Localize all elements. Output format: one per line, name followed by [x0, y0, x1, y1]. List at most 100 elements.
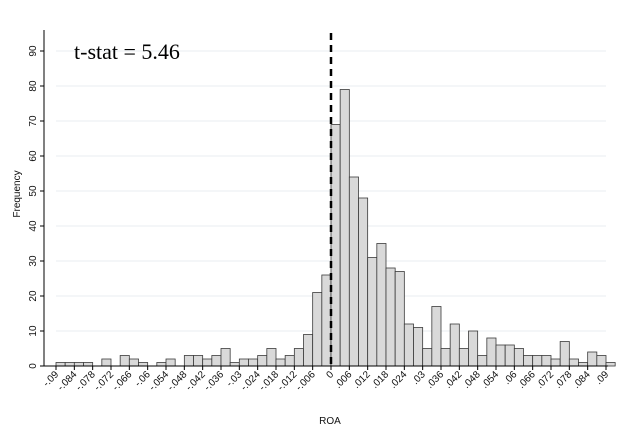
histogram-bar-39: [413, 327, 424, 367]
histogram-bar-57: [578, 362, 589, 367]
histogram-bar-21: [248, 358, 259, 367]
histogram-bar-36: [385, 267, 396, 367]
y-tick-label-8: 80: [28, 80, 39, 92]
x-tick-label-19: .024: [388, 369, 410, 391]
x-tick-label-2: -.078: [74, 369, 98, 393]
histogram-bar-7: [119, 355, 130, 367]
histogram-bars: [55, 89, 616, 367]
histogram-bar-25: [284, 355, 295, 367]
histogram-bar-17: [211, 355, 222, 367]
x-tick-label-16: .006: [333, 369, 355, 391]
histogram-bar-49: [504, 344, 515, 367]
histogram-bar-43: [449, 323, 460, 367]
y-tick-label-6: 60: [28, 150, 39, 162]
x-tick-label-13: -.012: [276, 369, 300, 393]
histogram-bar-18: [220, 348, 231, 367]
x-tick-label-30: .09: [594, 369, 612, 387]
histogram-bar-11: [156, 362, 167, 367]
y-tick-label-1: 10: [28, 325, 39, 337]
histogram-bar-12: [165, 358, 176, 367]
x-tick-label-3: -.072: [92, 369, 116, 393]
y-tick-label-9: 90: [28, 45, 39, 57]
histogram-bar-54: [550, 358, 561, 367]
histogram-bar-28: [312, 292, 323, 367]
x-tick-label-28: .078: [553, 369, 575, 391]
histogram-bar-34: [367, 257, 378, 367]
x-tick-label-14: -.006: [294, 369, 318, 393]
histogram-bar-23: [266, 348, 277, 367]
x-tick-label-15: 0: [324, 369, 336, 381]
x-tick-label-12: -.018: [257, 369, 281, 393]
histogram-bar-44: [458, 348, 469, 367]
histogram-bar-40: [422, 348, 433, 367]
histogram-bar-33: [358, 197, 369, 367]
y-tick-label-2: 20: [28, 290, 39, 302]
y-tick-label-4: 40: [28, 220, 39, 232]
y-tick-label-7: 70: [28, 115, 39, 127]
x-tick-label-6: -.054: [147, 369, 171, 393]
histogram-bar-45: [468, 330, 479, 367]
x-tick-label-17: .012: [351, 369, 373, 391]
histogram-bar-55: [559, 341, 570, 367]
x-tick-label-9: -.036: [202, 369, 226, 393]
histogram-bar-48: [495, 344, 506, 367]
histogram-bar-53: [541, 355, 552, 367]
histogram-bar-52: [532, 355, 543, 367]
histogram-bar-16: [202, 358, 213, 367]
histogram-bar-59: [596, 355, 607, 367]
x-tick-label-1: -.084: [56, 369, 80, 393]
x-tick-label-11: -.024: [239, 369, 263, 393]
x-axis-title: ROA: [319, 416, 341, 427]
x-tick-label-7: -.048: [166, 369, 190, 393]
histogram-bar-24: [275, 358, 286, 367]
histogram-bar-32: [348, 176, 359, 367]
histogram-bar-22: [257, 355, 268, 367]
histogram-bar-1: [64, 362, 75, 367]
histogram-bar-20: [238, 358, 249, 367]
histogram-bar-56: [568, 358, 579, 367]
histogram-bar-35: [376, 243, 387, 367]
histogram-bar-29: [321, 274, 332, 367]
x-tick-label-26: .066: [516, 369, 538, 391]
histogram-bar-27: [303, 334, 314, 367]
histogram-bar-31: [339, 89, 350, 367]
histogram-bar-14: [183, 355, 194, 367]
histogram-bar-46: [477, 355, 488, 367]
x-tick-label-23: .048: [461, 369, 483, 391]
t-stat-annotation: t-stat = 5.46: [74, 39, 180, 64]
x-tick-label-29: .084: [571, 369, 593, 391]
histogram-bar-5: [101, 358, 112, 367]
histogram-bar-9: [138, 362, 149, 367]
histogram-bar-19: [229, 362, 240, 367]
histogram-bar-38: [403, 323, 414, 367]
y-tick-label-5: 50: [28, 185, 39, 197]
x-tick-label-4: -.066: [111, 369, 135, 393]
histogram-bar-60: [605, 362, 616, 367]
histogram-bar-37: [394, 271, 405, 367]
histogram-bar-58: [587, 351, 598, 367]
histogram-bar-30: [330, 124, 341, 367]
x-tick-label-27: .072: [535, 369, 557, 391]
x-tick-label-8: -.042: [184, 369, 208, 393]
histogram-bar-42: [440, 348, 451, 367]
histogram-bar-0: [55, 362, 66, 367]
histogram-bar-3: [83, 362, 94, 367]
x-tick-label-22: .042: [443, 369, 465, 391]
histogram-bar-47: [486, 337, 497, 367]
histogram-bar-26: [293, 348, 304, 367]
x-tick-label-21: .036: [425, 369, 447, 391]
histogram-bar-41: [431, 306, 442, 367]
histogram-bar-15: [193, 355, 204, 367]
x-tick-label-24: .054: [480, 369, 502, 391]
y-axis-title: Frequency: [12, 170, 23, 217]
x-tick-label-18: .018: [370, 369, 392, 391]
x-ticks: -.09-.084-.078-.072-.066-.06-.054-.048-.…: [41, 366, 611, 393]
y-tick-label-0: 0: [28, 363, 39, 369]
histogram-bar-2: [73, 362, 84, 367]
y-tick-label-3: 30: [28, 255, 39, 267]
histogram-bar-51: [523, 355, 534, 367]
y-ticks: 0 10 20 30 40 50 60 70 80 90: [28, 45, 44, 369]
histogram-bar-50: [513, 348, 524, 367]
histogram-bar-8: [128, 358, 139, 367]
